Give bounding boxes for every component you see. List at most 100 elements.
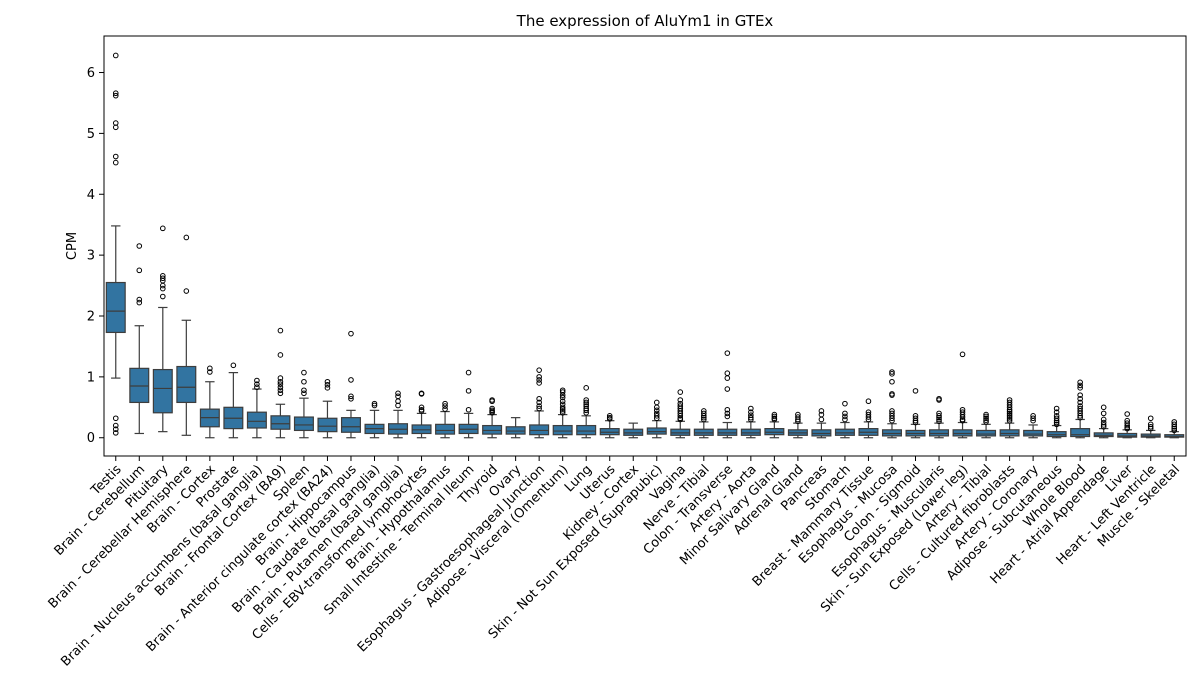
box (1164, 434, 1185, 438)
outlier-point (865, 414, 872, 420)
outlier-point (277, 375, 284, 381)
outlier-point (183, 234, 190, 241)
y-axis-label: CPM (65, 232, 80, 260)
outlier-point (112, 159, 119, 166)
outlier-point (653, 413, 660, 419)
outlier-point (1077, 395, 1083, 402)
outlier-point (277, 384, 284, 391)
plot-frame (103, 35, 1187, 457)
outlier-point (1006, 408, 1013, 415)
box (1023, 429, 1044, 437)
outlier-point (889, 371, 895, 377)
outlier-point (112, 153, 119, 160)
outlier-point (536, 374, 542, 380)
box (999, 429, 1020, 437)
outlier-point (1100, 416, 1107, 423)
outlier-point (1053, 419, 1060, 426)
outlier-point (183, 288, 190, 294)
outlier-point (842, 416, 848, 423)
outlier-point (254, 381, 260, 387)
outlier-point (936, 414, 942, 421)
box (764, 428, 785, 436)
outlier-point (889, 378, 895, 385)
outlier-point (277, 378, 284, 385)
y-tick-label: 6 (87, 66, 95, 81)
outlier-point (136, 299, 143, 306)
outlier-point (724, 386, 731, 392)
outlier-point (442, 403, 448, 409)
outlier-point (559, 389, 566, 395)
outlier-point (465, 388, 472, 394)
outlier-point (160, 293, 166, 300)
outlier-point (1100, 404, 1107, 411)
outlier-point (983, 413, 989, 420)
outlier-point (1100, 423, 1107, 430)
box (552, 424, 573, 436)
box (246, 411, 267, 429)
outlier-point (677, 416, 684, 423)
outlier-point (1077, 382, 1083, 389)
outlier-point (112, 422, 119, 429)
y-tick-label: 1 (87, 370, 95, 385)
outlier-point (724, 406, 731, 413)
box (505, 426, 526, 435)
outlier-point (1147, 423, 1154, 430)
outlier-point (1171, 423, 1178, 430)
outlier-point (1124, 411, 1130, 417)
outlier-point (536, 367, 542, 373)
outlier-point (842, 410, 848, 417)
outlier-point (160, 225, 166, 232)
box (176, 365, 197, 404)
outlier-point (842, 413, 848, 420)
outlier-point (301, 387, 307, 394)
outlier-point (701, 416, 707, 423)
outlier-point (795, 416, 801, 423)
outlier-point (277, 352, 284, 358)
outlier-point (559, 398, 566, 405)
outlier-point (936, 413, 942, 419)
outlier-point (112, 415, 119, 422)
box (1046, 431, 1067, 438)
outlier-point (1006, 416, 1013, 422)
chart-title: The expression of AluYm1 in GTEx (516, 12, 774, 30)
outlier-point (865, 398, 872, 405)
outlier-point (112, 90, 119, 97)
outlier-point (983, 411, 989, 418)
outlier-point (1053, 421, 1060, 428)
outlier-point (1077, 413, 1083, 419)
box (670, 428, 691, 436)
outlier-point (912, 388, 919, 394)
outlier-point (1100, 410, 1107, 417)
outlier-point (112, 52, 119, 59)
outlier-point (1006, 417, 1013, 424)
outlier-point (724, 410, 731, 417)
box (976, 429, 997, 437)
box (129, 367, 150, 404)
outlier-point (536, 380, 542, 386)
box (599, 428, 620, 436)
outlier-point (1053, 405, 1060, 412)
outlier-point (983, 419, 989, 425)
outlier-point (442, 400, 448, 407)
box (740, 428, 761, 436)
outlier-point (701, 414, 707, 421)
outlier-point (771, 413, 778, 420)
outlier-point (959, 417, 966, 424)
outlier-point (936, 416, 942, 423)
outlier-point (160, 285, 166, 292)
outlier-point (160, 275, 166, 282)
outlier-point (230, 362, 237, 369)
outlier-point (748, 405, 754, 412)
outlier-point (536, 377, 542, 383)
outlier-point (724, 350, 731, 356)
outlier-point (653, 399, 660, 406)
outlier-point (724, 413, 731, 420)
outlier-point (395, 393, 401, 400)
box (646, 427, 667, 435)
outlier-point (136, 267, 143, 274)
box (952, 429, 973, 437)
y-tick-label: 3 (87, 249, 95, 264)
outlier-point (1077, 414, 1083, 421)
outlier-point (418, 408, 425, 414)
outlier-point (889, 417, 895, 424)
